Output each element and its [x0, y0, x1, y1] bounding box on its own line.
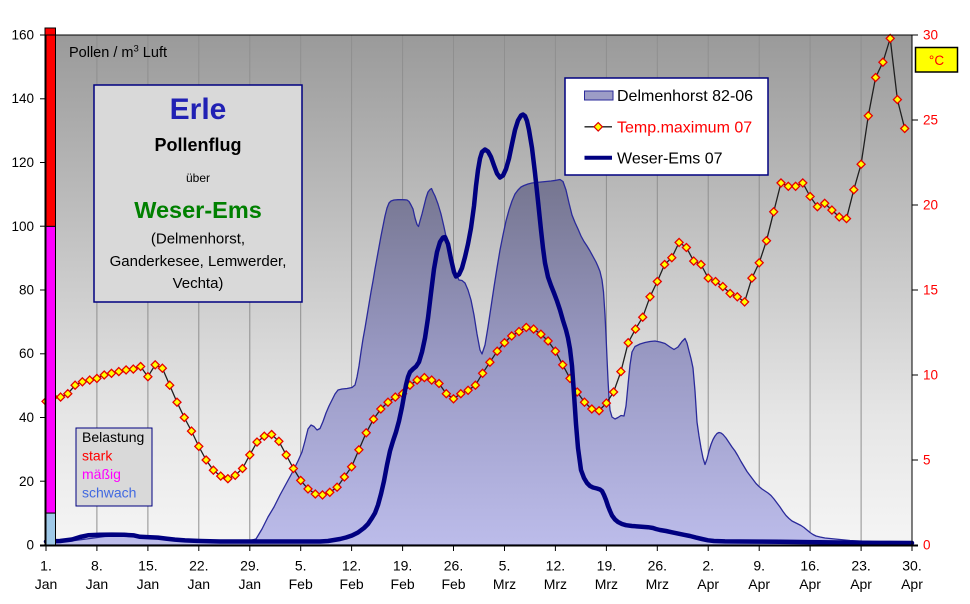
svg-text:Belastung: Belastung: [82, 429, 144, 445]
svg-text:Vechta): Vechta): [173, 275, 224, 292]
svg-text:Pollenflug: Pollenflug: [155, 135, 242, 155]
svg-text:20: 20: [923, 198, 938, 213]
svg-text:19.: 19.: [393, 558, 412, 574]
svg-text:Mrz: Mrz: [595, 576, 618, 592]
svg-text:30.: 30.: [902, 558, 921, 574]
svg-text:Ganderkesee, Lemwerder,: Ganderkesee, Lemwerder,: [110, 253, 287, 270]
svg-text:Jan: Jan: [86, 576, 109, 592]
svg-text:(Delmenhorst,: (Delmenhorst,: [151, 231, 245, 248]
svg-text:12.: 12.: [342, 558, 361, 574]
svg-text:160: 160: [11, 28, 34, 43]
svg-text:5: 5: [923, 453, 931, 468]
svg-text:schwach: schwach: [82, 485, 136, 501]
svg-text:Delmenhorst 82-06: Delmenhorst 82-06: [617, 88, 753, 105]
svg-text:2.: 2.: [702, 558, 714, 574]
svg-text:Apr: Apr: [748, 576, 770, 592]
svg-text:Temp.maximum 07: Temp.maximum 07: [617, 119, 752, 136]
svg-text:Apr: Apr: [697, 576, 719, 592]
svg-text:Weser-Ems: Weser-Ems: [134, 197, 262, 223]
svg-text:Erle: Erle: [170, 93, 227, 126]
svg-text:30: 30: [923, 28, 938, 43]
svg-text:5.: 5.: [295, 558, 307, 574]
svg-text:Jan: Jan: [239, 576, 262, 592]
svg-text:15: 15: [923, 283, 938, 298]
svg-text:23.: 23.: [851, 558, 870, 574]
svg-text:Apr: Apr: [799, 576, 821, 592]
svg-text:Apr: Apr: [901, 576, 923, 592]
svg-text:Mrz: Mrz: [493, 576, 516, 592]
svg-text:60: 60: [19, 346, 34, 361]
svg-text:stark: stark: [82, 448, 113, 464]
svg-text:10: 10: [923, 368, 938, 383]
svg-text:Weser-Ems 07: Weser-Ems 07: [617, 150, 723, 167]
svg-text:Feb: Feb: [340, 576, 364, 592]
svg-text:Mrz: Mrz: [646, 576, 669, 592]
svg-text:0: 0: [26, 538, 34, 553]
svg-text:5.: 5.: [499, 558, 511, 574]
svg-text:8.: 8.: [91, 558, 103, 574]
svg-text:9.: 9.: [753, 558, 765, 574]
svg-text:29.: 29.: [240, 558, 259, 574]
svg-text:20: 20: [19, 474, 34, 489]
svg-text:25: 25: [923, 113, 938, 128]
svg-text:100: 100: [11, 219, 34, 234]
svg-text:Feb: Feb: [391, 576, 415, 592]
svg-text:Mrz: Mrz: [544, 576, 567, 592]
svg-text:120: 120: [11, 155, 34, 170]
svg-text:15.: 15.: [138, 558, 157, 574]
svg-text:26.: 26.: [444, 558, 463, 574]
svg-text:80: 80: [19, 283, 34, 298]
svg-text:Feb: Feb: [441, 576, 465, 592]
svg-text:40: 40: [19, 410, 34, 425]
svg-text:mäßig: mäßig: [82, 466, 121, 482]
svg-text:19.: 19.: [597, 558, 616, 574]
svg-text:Jan: Jan: [35, 576, 58, 592]
svg-text:Jan: Jan: [137, 576, 160, 592]
svg-text:0: 0: [923, 538, 931, 553]
svg-text:über: über: [186, 171, 210, 185]
svg-text:12.: 12.: [546, 558, 565, 574]
svg-text:140: 140: [11, 91, 34, 106]
svg-text:26.: 26.: [648, 558, 667, 574]
svg-text:Pollen / m3 Luft: Pollen / m3 Luft: [69, 44, 167, 62]
svg-text:16.: 16.: [800, 558, 819, 574]
svg-text:1.: 1.: [40, 558, 52, 574]
svg-text:Feb: Feb: [289, 576, 313, 592]
svg-text:Apr: Apr: [850, 576, 872, 592]
svg-text:Jan: Jan: [188, 576, 211, 592]
svg-text:°C: °C: [929, 53, 944, 68]
svg-text:22.: 22.: [189, 558, 208, 574]
